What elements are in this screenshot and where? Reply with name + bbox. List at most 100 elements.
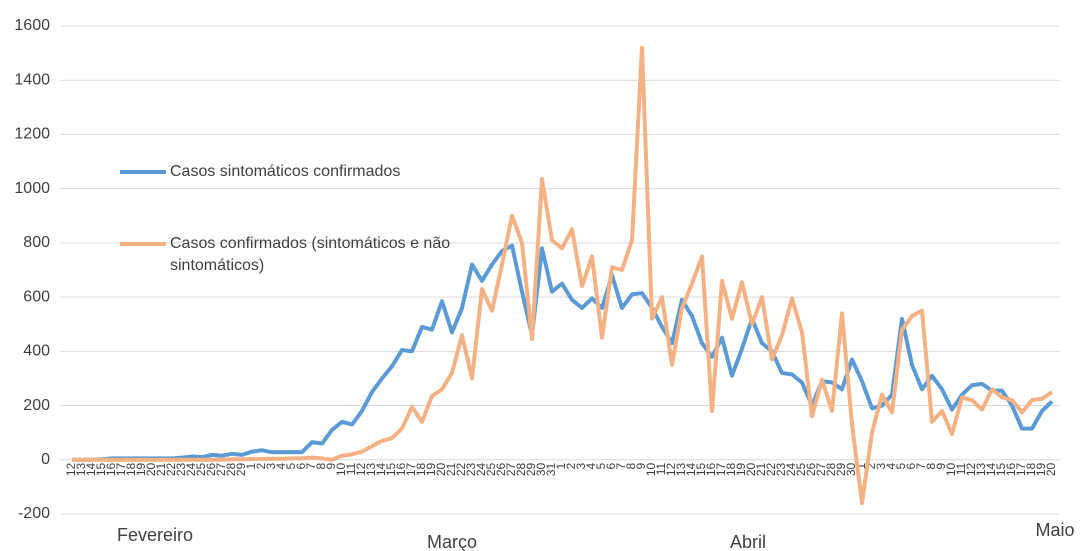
x-tick-label: 24 (184, 462, 198, 476)
x-tick-label: 22 (454, 462, 468, 476)
x-tick-label: 2 (254, 462, 268, 469)
x-tick-label: 8 (624, 462, 638, 469)
x-tick-label: 30 (534, 462, 548, 476)
x-tick-label: 14 (84, 462, 98, 476)
x-tick-label: 6 (294, 462, 308, 469)
x-tick-label: 6 (904, 462, 918, 469)
y-tick-label: 200 (23, 397, 50, 414)
x-tick-label: 13 (74, 462, 88, 476)
legend-item: Casos sintomáticos confirmados (120, 161, 455, 183)
x-tick-label: 29 (524, 462, 538, 476)
x-tick-label: 12 (354, 462, 368, 476)
x-tick-label: 17 (714, 462, 728, 476)
y-tick-label: 800 (23, 234, 50, 251)
x-tick-label: 11 (344, 462, 358, 475)
x-tick-label: 3 (874, 462, 888, 469)
x-tick-label: 7 (304, 462, 318, 469)
x-tick-label: 26 (804, 462, 818, 476)
y-tick-label: 600 (23, 288, 50, 305)
series-line (72, 243, 1054, 462)
x-tick-label: 15 (694, 462, 708, 476)
x-tick-label: 3 (574, 462, 588, 469)
x-tick-label: 16 (704, 462, 718, 476)
x-tick-label: 28 (224, 462, 238, 476)
x-tick-label: 11 (954, 462, 968, 475)
legend-swatch (120, 170, 166, 174)
x-tick-label: 17 (114, 462, 128, 476)
x-tick-label: 29 (234, 462, 248, 476)
x-tick-label: 21 (444, 462, 458, 476)
x-tick-label: 9 (634, 462, 648, 469)
x-tick-label: 10 (644, 462, 658, 476)
x-tick-label: 21 (754, 462, 768, 476)
y-tick-label: 400 (23, 343, 50, 360)
x-tick-label: 25 (794, 462, 808, 476)
month-label: Fevereiro (117, 525, 193, 545)
x-tick-label: 20 (1044, 462, 1058, 476)
x-tick-label: 5 (594, 462, 608, 469)
x-tick-label: 16 (394, 462, 408, 476)
legend-label: Casos sintomáticos confirmados (170, 163, 401, 180)
x-tick-label: 2 (564, 462, 578, 469)
x-tick-label: 6 (604, 462, 618, 469)
x-tick-label: 17 (404, 462, 418, 476)
x-tick-label: 30 (844, 462, 858, 476)
x-tick-label: 2 (864, 462, 878, 469)
x-tick-label: 24 (784, 462, 798, 476)
x-tick-label: 19 (1034, 462, 1048, 476)
x-tick-label: 28 (824, 462, 838, 476)
month-label: Maio (1035, 520, 1074, 540)
x-tick-label: 21 (154, 462, 168, 476)
x-tick-label: 19 (734, 462, 748, 476)
x-tick-label: 12 (664, 462, 678, 476)
x-tick-label: 14 (374, 462, 388, 476)
x-tick-label: 16 (104, 462, 118, 476)
x-tick-label: 10 (944, 462, 958, 476)
x-tick-label: 20 (434, 462, 448, 476)
month-label: Abril (730, 532, 766, 551)
x-tick-label: 8 (314, 462, 328, 469)
y-tick-label: -200 (18, 505, 50, 522)
x-tick-label: 18 (414, 462, 428, 476)
x-tick-label: 15 (384, 462, 398, 476)
y-tick-label: 1200 (14, 126, 50, 143)
x-tick-label: 27 (814, 462, 828, 476)
x-tick-label: 10 (334, 462, 348, 476)
x-tick-label: 12 (64, 462, 78, 476)
x-tick-label: 17 (1014, 462, 1028, 476)
x-tick-label: 5 (284, 462, 298, 469)
x-tick-label: 26 (494, 462, 508, 476)
x-tick-label: 20 (744, 462, 758, 476)
x-tick-label: 25 (484, 462, 498, 476)
x-tick-label: 12 (964, 462, 978, 476)
x-tick-label: 25 (194, 462, 208, 476)
x-tick-label: 14 (684, 462, 698, 476)
x-tick-label: 23 (774, 462, 788, 476)
series-line (72, 45, 1054, 506)
x-tick-label: 4 (584, 462, 598, 469)
legend-swatch (120, 242, 166, 246)
x-tick-label: 22 (764, 462, 778, 476)
x-tick-label: 16 (1004, 462, 1018, 476)
legend-item: Casos confirmados (sintomáticos e não si… (120, 233, 455, 277)
x-tick-label: 8 (924, 462, 938, 469)
x-tick-label: 27 (504, 462, 518, 476)
x-tick-label: 4 (884, 462, 898, 469)
x-tick-label: 11 (654, 462, 668, 475)
x-tick-label: 27 (214, 462, 228, 476)
month-label: Março (427, 532, 477, 551)
x-tick-label: 9 (934, 462, 948, 469)
y-tick-label: 1400 (14, 71, 50, 88)
legend-label: Casos confirmados (sintomáticos e não si… (170, 235, 451, 274)
y-tick-label: 1600 (14, 17, 50, 34)
x-tick-label: 18 (1024, 462, 1038, 476)
x-tick-label: 29 (834, 462, 848, 476)
x-tick-label: 3 (264, 462, 278, 469)
x-tick-label: 23 (464, 462, 478, 476)
x-tick-label: 14 (984, 462, 998, 476)
x-tick-label: 1 (854, 462, 868, 469)
x-tick-label: 31 (544, 462, 558, 476)
y-tick-label: 1000 (14, 180, 50, 197)
x-tick-label: 7 (914, 462, 928, 469)
